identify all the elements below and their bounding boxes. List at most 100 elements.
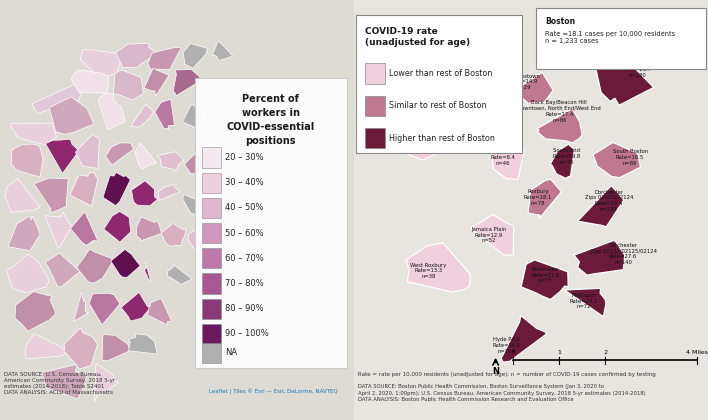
Polygon shape (11, 144, 43, 177)
Polygon shape (45, 253, 80, 287)
Polygon shape (94, 364, 119, 402)
Polygon shape (537, 109, 582, 143)
Polygon shape (184, 150, 205, 174)
Text: Percent of
workers in
COVID-essential
positions: Percent of workers in COVID-essential po… (227, 94, 315, 147)
Text: 0: 0 (511, 350, 515, 355)
Text: Leaflet | Tiles © Esri — Esri, DeLorme, NAVTEQ: Leaflet | Tiles © Esri — Esri, DeLorme, … (209, 388, 338, 395)
Polygon shape (564, 289, 606, 317)
Polygon shape (105, 143, 134, 165)
Polygon shape (472, 215, 513, 255)
Polygon shape (161, 223, 186, 246)
Text: Hyde Park
Rate=30.6
n=104: Hyde Park Rate=30.6 n=104 (492, 337, 520, 354)
Polygon shape (183, 194, 207, 215)
Bar (202, 273, 221, 294)
Polygon shape (34, 178, 68, 213)
Text: Rate = rate per 10,000 residents (unadjusted for age); n = number of COVID-19 ca: Rate = rate per 10,000 residents (unadju… (358, 372, 656, 377)
Polygon shape (71, 70, 108, 93)
FancyBboxPatch shape (355, 15, 522, 153)
Text: South Boston
Rate=16.5
n=86: South Boston Rate=16.5 n=86 (612, 149, 648, 166)
Polygon shape (98, 93, 125, 130)
Polygon shape (515, 72, 553, 103)
Text: Boston: Boston (545, 17, 576, 26)
Text: COVID-19 rate
(unadjusted for age): COVID-19 rate (unadjusted for age) (365, 27, 469, 47)
Text: Higher than rest of Boston: Higher than rest of Boston (389, 134, 495, 143)
Text: Boston
Harber: Boston Harber (245, 184, 272, 203)
Polygon shape (15, 291, 56, 331)
Polygon shape (155, 99, 174, 129)
Bar (202, 299, 221, 319)
FancyBboxPatch shape (537, 8, 707, 69)
Polygon shape (521, 260, 569, 299)
Polygon shape (183, 105, 203, 129)
Text: N: N (492, 367, 499, 375)
Text: 40 – 50%: 40 – 50% (225, 203, 263, 213)
Text: Rate =18.1 cases per 10,000 residents
n = 1,233 cases: Rate =18.1 cases per 10,000 residents n … (545, 31, 675, 44)
Polygon shape (158, 184, 181, 200)
Polygon shape (25, 333, 68, 359)
Polygon shape (74, 293, 88, 321)
Text: Similar to rest of Boston: Similar to rest of Boston (389, 101, 486, 110)
Text: Roslindale
Rate=21.6
n=73: Roslindale Rate=21.6 n=73 (531, 267, 559, 284)
FancyBboxPatch shape (0, 0, 354, 420)
Text: 4 Miles: 4 Miles (686, 350, 708, 355)
Polygon shape (80, 50, 123, 79)
Polygon shape (188, 230, 206, 249)
Polygon shape (593, 142, 641, 178)
Bar (202, 248, 221, 268)
Polygon shape (64, 328, 98, 369)
Polygon shape (157, 152, 184, 172)
Bar (202, 324, 221, 344)
Text: Roxbury
Rate=18.1
n=78: Roxbury Rate=18.1 n=78 (524, 189, 552, 206)
Polygon shape (137, 217, 161, 241)
Polygon shape (578, 186, 624, 227)
Bar (365, 128, 385, 148)
Text: Charlestown
Rate=14.9
n=29: Charlestown Rate=14.9 n=29 (508, 74, 540, 90)
Bar (365, 96, 385, 116)
Text: DATA SOURCE: Boston Public Health Commission, Boston Surveillance System (Jan 3,: DATA SOURCE: Boston Public Health Commis… (358, 384, 645, 402)
Polygon shape (102, 334, 130, 361)
Polygon shape (131, 105, 153, 127)
Polygon shape (76, 249, 113, 283)
Polygon shape (111, 70, 143, 100)
Text: 60 – 70%: 60 – 70% (225, 254, 263, 263)
Polygon shape (173, 70, 200, 96)
Polygon shape (116, 43, 157, 68)
Polygon shape (198, 101, 241, 168)
Bar (202, 343, 221, 363)
FancyBboxPatch shape (379, 67, 704, 370)
Bar (365, 63, 385, 84)
Text: 30 – 40%: 30 – 40% (225, 178, 263, 187)
Text: DATA SOURCE: U.S. Census Bureau,
American Community Survey, 2018 5-yr
estimates : DATA SOURCE: U.S. Census Bureau, America… (4, 372, 115, 395)
Bar (202, 198, 221, 218)
Text: 50 – 60%: 50 – 60% (225, 228, 263, 238)
Text: Dorchester
Zips 02122/02125/02124
Rate=27.6
n=140: Dorchester Zips 02122/02125/02124 Rate=2… (590, 243, 656, 265)
Polygon shape (398, 112, 473, 160)
Bar (202, 223, 221, 243)
Polygon shape (135, 143, 156, 169)
Polygon shape (148, 299, 171, 325)
Polygon shape (574, 240, 624, 275)
Text: South End
Rate=19.8
n=70: South End Rate=19.8 n=70 (552, 148, 581, 165)
Polygon shape (71, 212, 98, 245)
Polygon shape (110, 249, 140, 277)
Polygon shape (50, 97, 94, 134)
Polygon shape (8, 216, 40, 251)
Text: Back Bay/Beacon Hill
Downtown, North End/West End
Rate=17.4
n=86: Back Bay/Beacon Hill Downtown, North End… (518, 100, 601, 123)
Text: East Boston
Rate=21.7
n=130: East Boston Rate=21.7 n=130 (622, 61, 653, 78)
Text: NA: NA (225, 348, 237, 357)
Text: Qu: Qu (207, 256, 218, 265)
Polygon shape (148, 47, 181, 69)
Polygon shape (5, 178, 40, 213)
Polygon shape (11, 123, 57, 145)
Polygon shape (183, 44, 207, 68)
Polygon shape (76, 134, 99, 168)
Text: Fenway
Rate=8.4
n=46: Fenway Rate=8.4 n=46 (490, 149, 515, 166)
Text: Dorchester
Zips 02121/02124
Rate=20.4
n=181: Dorchester Zips 02121/02124 Rate=20.4 n=… (585, 189, 633, 212)
Text: West Roxbury
Rate=13.3
n=38: West Roxbury Rate=13.3 n=38 (410, 262, 447, 279)
Polygon shape (212, 41, 233, 60)
Text: 2: 2 (603, 350, 607, 355)
Polygon shape (144, 68, 169, 96)
Text: Mattapan
Rate=24.1
n=72: Mattapan Rate=24.1 n=72 (570, 293, 598, 310)
FancyBboxPatch shape (195, 78, 347, 367)
Polygon shape (120, 292, 150, 321)
